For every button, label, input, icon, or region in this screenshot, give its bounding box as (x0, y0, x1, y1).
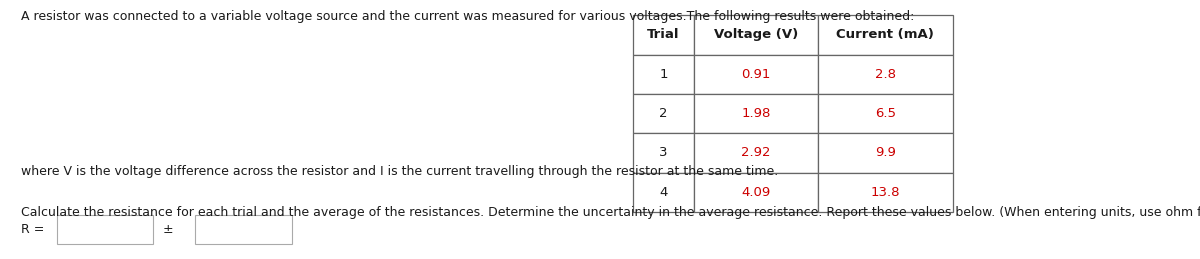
Bar (632, 133, 694, 173)
Text: 2.8: 2.8 (875, 68, 895, 81)
Bar (632, 55, 694, 94)
Bar (632, 15, 694, 55)
Bar (694, 173, 817, 212)
Text: ±: ± (162, 223, 173, 236)
Bar (817, 94, 953, 133)
Bar (632, 173, 694, 212)
Bar (56, 214, 154, 244)
Text: 13.8: 13.8 (870, 186, 900, 199)
Text: Current (mA): Current (mA) (836, 28, 934, 41)
Bar (632, 94, 694, 133)
Bar (817, 133, 953, 173)
Text: 4: 4 (659, 186, 667, 199)
Text: where V is the voltage difference across the resistor and I is the current trave: where V is the voltage difference across… (22, 165, 779, 178)
Text: 9.9: 9.9 (875, 147, 895, 160)
Bar (694, 133, 817, 173)
Text: 1.98: 1.98 (742, 107, 770, 120)
Text: R =: R = (22, 223, 44, 236)
Bar (817, 15, 953, 55)
Text: Voltage (V): Voltage (V) (714, 28, 798, 41)
Bar (694, 15, 817, 55)
Bar (817, 173, 953, 212)
Bar (694, 55, 817, 94)
Text: Calculate the resistance for each trial and the average of the resistances. Dete: Calculate the resistance for each trial … (22, 206, 1200, 219)
Bar (694, 94, 817, 133)
Text: 6.5: 6.5 (875, 107, 895, 120)
Text: 3: 3 (659, 147, 667, 160)
Text: Trial: Trial (647, 28, 679, 41)
Text: 2: 2 (659, 107, 667, 120)
Text: A resistor was connected to a variable voltage source and the current was measur: A resistor was connected to a variable v… (22, 10, 914, 23)
Bar (196, 214, 292, 244)
Text: 1: 1 (659, 68, 667, 81)
Text: 2.92: 2.92 (742, 147, 770, 160)
Bar (817, 55, 953, 94)
Text: 0.91: 0.91 (742, 68, 770, 81)
Text: 4.09: 4.09 (742, 186, 770, 199)
